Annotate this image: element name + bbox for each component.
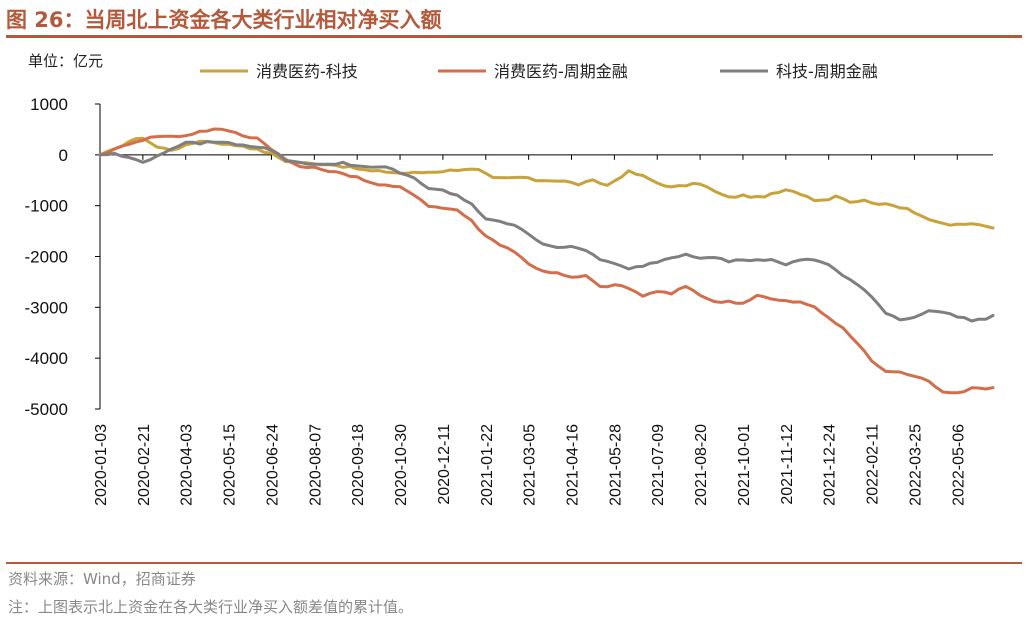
x-tick-label: 2020-05-15 [222,424,239,506]
x-tick-label: 2022-05-06 [950,424,967,506]
y-tick-label: -1000 [25,197,68,216]
y-tick-label: -2000 [25,248,68,267]
legend-label: 消费医药-科技 [256,62,358,81]
legend: 消费医药-科技 消费医药-周期金融 科技-周期金融 [200,62,878,81]
y-tick-label: -4000 [25,349,68,368]
x-tick-label: 2021-10-01 [736,424,753,506]
bottom-divider [6,562,1022,564]
x-tick-label: 2020-10-30 [393,424,410,506]
series-lines [98,127,995,395]
x-tick-label: 2021-01-22 [479,424,496,506]
unit-label: 单位：亿元 [28,52,104,70]
x-tick-label: 2021-08-20 [693,424,710,506]
axes: 1000 0 -1000 -2000 -3000 -4000 -5000 2020-01-03… [25,95,993,506]
x-tick-label: 2020-09-18 [350,424,367,506]
footnote: 注：上图表示北上资金在各大类行业净买入额差值的累计值。 [8,598,414,616]
y-tick-label: -5000 [25,400,68,419]
x-tick-label: 2022-03-25 [907,424,924,506]
x-tick-label: 2021-11-12 [779,424,796,505]
x-tick-label: 2020-08-07 [307,424,324,506]
x-tick-label: 2020-01-03 [93,424,110,506]
x-tick-label: 2021-03-05 [522,424,539,506]
legend-label: 科技-周期金融 [776,62,878,81]
x-tick-label: 2020-04-03 [179,424,196,506]
y-tick-label: 0 [59,146,68,165]
x-tick-label: 2022-02-11 [865,424,882,505]
x-tick-label: 2020-02-21 [136,424,153,506]
x-tick-label: 2021-04-16 [565,424,582,506]
series-line-2 [98,127,995,395]
x-tick-label: 2020-12-11 [436,424,453,505]
legend-label: 消费医药-周期金融 [494,62,628,81]
series-line-1 [98,136,995,230]
figure-title: 图 26：当周北上资金各大类行业相对净买入额 [6,8,442,32]
source-note: 资料来源：Wind，招商证券 [8,570,196,588]
x-tick-label: 2020-06-24 [264,424,281,506]
x-tick-label: 2021-12-24 [822,424,839,506]
title-divider [6,35,1022,38]
y-tick-label: 1000 [30,95,68,114]
x-tick-label: 2021-07-09 [650,424,667,506]
y-tick-label: -3000 [25,298,68,317]
series-line-3 [98,140,995,323]
x-tick-label: 2021-05-28 [607,424,624,506]
